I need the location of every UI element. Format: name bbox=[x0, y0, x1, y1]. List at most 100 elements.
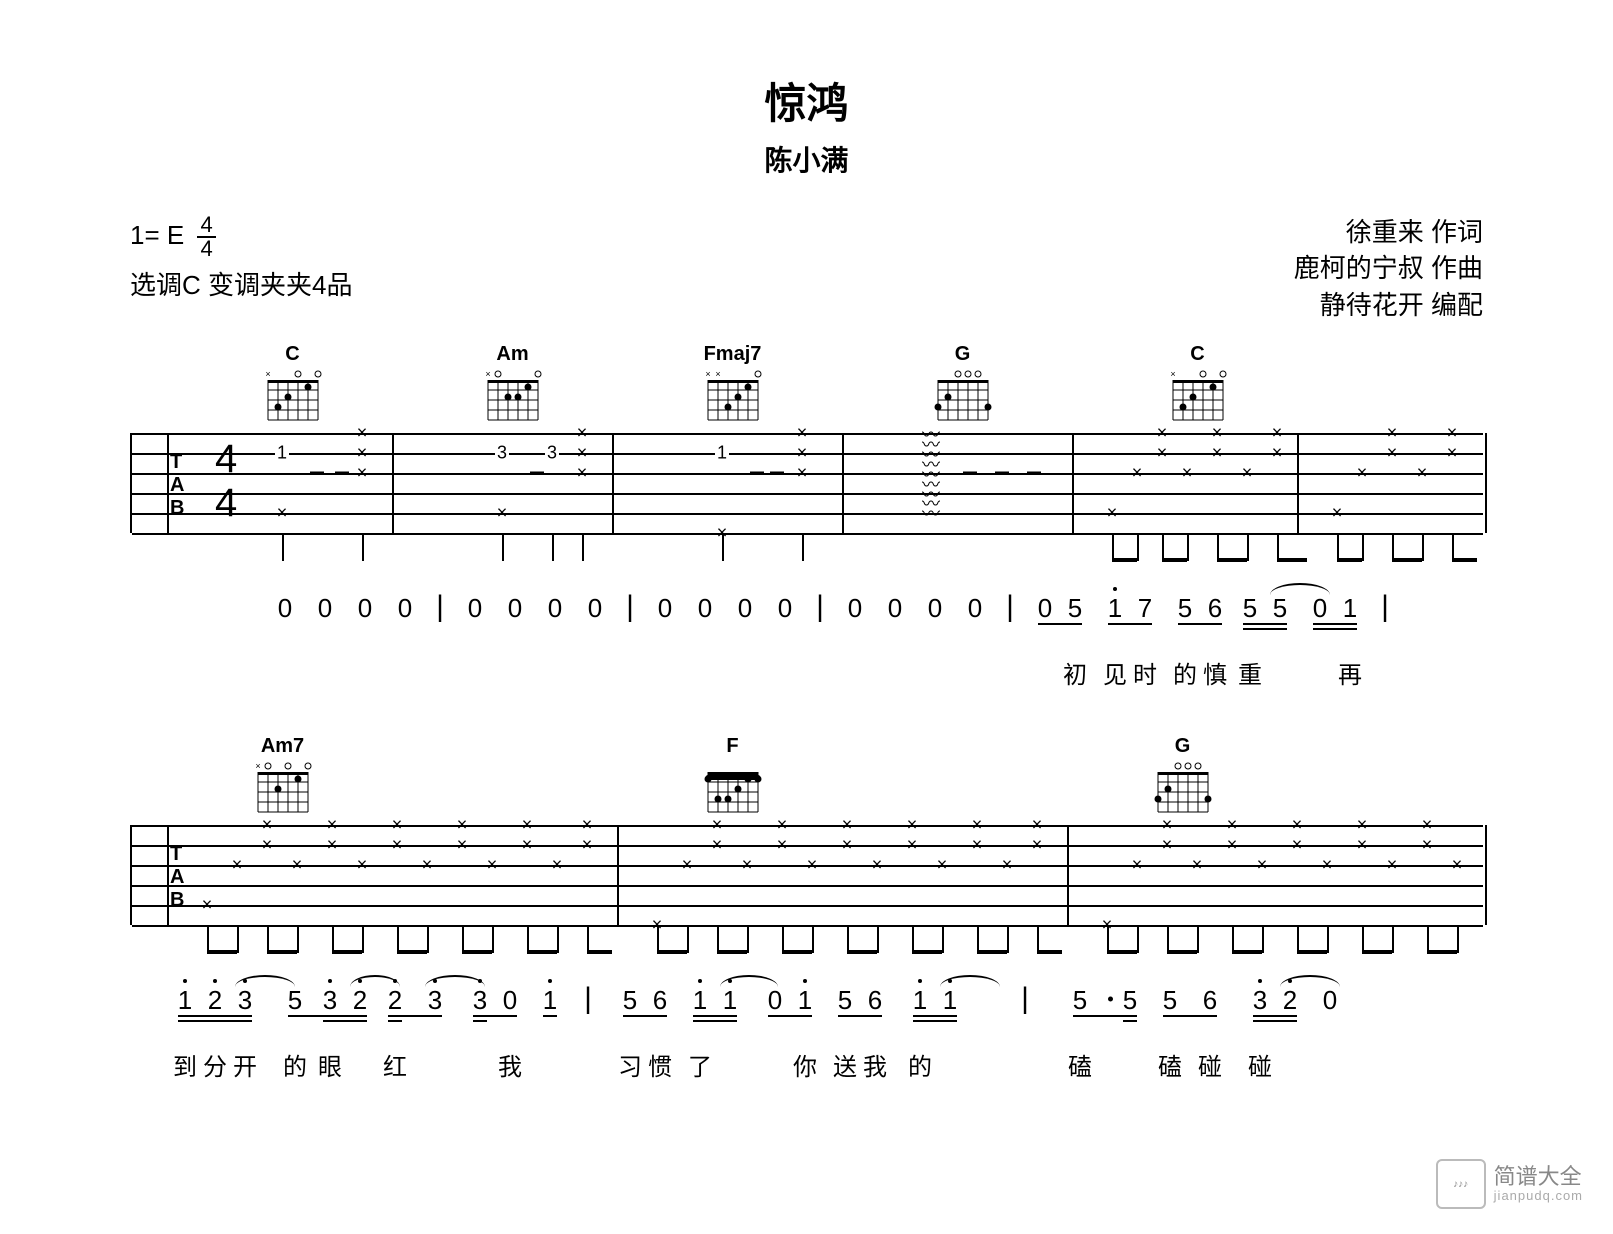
note-stem bbox=[362, 533, 364, 561]
chord-diagrams-row-1: C×Am×Fmaj7××GC× bbox=[130, 343, 1483, 433]
barline bbox=[1485, 433, 1487, 533]
rest-dash bbox=[963, 472, 977, 475]
tab-note: × bbox=[497, 503, 508, 524]
tab-note: × bbox=[712, 835, 723, 856]
jianpu-underline bbox=[473, 1015, 517, 1017]
note-stem bbox=[282, 533, 284, 561]
lyric-syllable: 分 bbox=[203, 1047, 227, 1082]
tab-note: × bbox=[682, 855, 693, 876]
tab-note: × bbox=[1272, 423, 1283, 444]
beam bbox=[207, 950, 237, 954]
tab-note: × bbox=[1357, 835, 1368, 856]
note-stem bbox=[462, 925, 464, 953]
chord-name: C bbox=[1160, 343, 1235, 366]
note-stem bbox=[657, 925, 659, 953]
jianpu-underline bbox=[838, 1015, 882, 1017]
note-stem bbox=[977, 925, 979, 953]
arpeggio-mark: 〰〰〰〰〰〰〰〰〰 bbox=[922, 431, 940, 520]
octave-dot bbox=[698, 979, 702, 983]
jianpu-underline bbox=[388, 1015, 442, 1017]
tab-note: × bbox=[357, 855, 368, 876]
tab-note: × bbox=[327, 835, 338, 856]
beam bbox=[1162, 558, 1187, 562]
octave-dot bbox=[213, 979, 217, 983]
jianpu-underline bbox=[768, 1015, 812, 1017]
tab-staff-1: TAB 4 4 1××××3××××31××××〰〰〰〰〰〰〰〰〰×××××××… bbox=[130, 433, 1483, 533]
note-stem bbox=[332, 925, 334, 953]
jianpu-underline-double bbox=[388, 1020, 402, 1022]
rest-dash bbox=[530, 472, 544, 475]
tie-slur bbox=[1280, 975, 1340, 987]
tab-note: × bbox=[457, 815, 468, 836]
note-stem bbox=[1457, 925, 1459, 953]
jianpu-barline: | bbox=[1006, 590, 1014, 624]
jianpu-note: 5 bbox=[1273, 593, 1287, 624]
lyric-syllable: 的 bbox=[908, 1047, 932, 1082]
tab-note: × bbox=[937, 855, 948, 876]
tie-slur bbox=[350, 975, 400, 987]
note-stem bbox=[1262, 925, 1264, 953]
lyrics-row-1: 初见时的慎重再 bbox=[130, 655, 1483, 695]
note-stem bbox=[552, 533, 554, 561]
tab-note: × bbox=[1447, 423, 1458, 444]
chord-name: Am7 bbox=[245, 735, 320, 758]
capo-info: 选调C 变调夹夹4品 bbox=[130, 266, 352, 305]
jianpu-note: 3 bbox=[1253, 985, 1267, 1016]
chord-diagram: G bbox=[925, 343, 1000, 428]
beam bbox=[1427, 950, 1457, 954]
lyric-syllable: 你 bbox=[793, 1047, 817, 1082]
lyric-syllable: 慎 bbox=[1203, 655, 1227, 690]
lyric-syllable: 初 bbox=[1063, 655, 1087, 690]
jianpu-underline bbox=[288, 1015, 367, 1017]
beam bbox=[1337, 558, 1362, 562]
jianpu-note: 0 bbox=[778, 593, 792, 624]
beam bbox=[1167, 950, 1197, 954]
jianpu-underline-double bbox=[1313, 628, 1357, 630]
jianpu-note: 0 bbox=[738, 593, 752, 624]
note-stem bbox=[582, 533, 584, 561]
tab-note: × bbox=[1357, 815, 1368, 836]
tab-note: × bbox=[1227, 815, 1238, 836]
beam bbox=[1452, 558, 1477, 562]
jianpu-barline: | bbox=[816, 590, 824, 624]
note-stem bbox=[687, 925, 689, 953]
tab-note: × bbox=[1257, 855, 1268, 876]
note-stem bbox=[297, 925, 299, 953]
tab-note: × bbox=[1212, 443, 1223, 464]
tab-note: × bbox=[1292, 835, 1303, 856]
lyric-syllable: 时 bbox=[1133, 655, 1157, 690]
note-stem bbox=[207, 925, 209, 953]
tab-note: × bbox=[1322, 855, 1333, 876]
jianpu-note: 6 bbox=[868, 985, 882, 1016]
tab-note: × bbox=[202, 895, 213, 916]
note-stem bbox=[847, 925, 849, 953]
jianpu-note: 7 bbox=[1138, 593, 1152, 624]
barline bbox=[1297, 433, 1299, 533]
note-stem bbox=[1137, 925, 1139, 953]
note-stem bbox=[802, 533, 804, 561]
beam bbox=[657, 950, 687, 954]
jianpu-underline-double bbox=[1123, 1020, 1137, 1022]
tab-note: 1 bbox=[715, 443, 729, 464]
beam bbox=[1112, 558, 1137, 562]
beam bbox=[912, 950, 942, 954]
arranger-credit: 静待花开 编配 bbox=[1294, 287, 1483, 323]
jianpu-note: 5 bbox=[288, 985, 302, 1016]
lyric-syllable: 的 bbox=[283, 1047, 307, 1082]
jianpu-note: 0 bbox=[508, 593, 522, 624]
note-stem bbox=[942, 925, 944, 953]
tab-note: × bbox=[742, 855, 753, 876]
note-stem bbox=[747, 925, 749, 953]
jianpu-note: 0 bbox=[548, 593, 562, 624]
lyrics-row-2: 到分开的眼红我习惯了你送我的磕磕碰碰 bbox=[130, 1047, 1483, 1087]
jianpu-note: 1 bbox=[543, 985, 557, 1016]
jianpu-note: 0 bbox=[968, 593, 982, 624]
lyric-syllable: 到 bbox=[173, 1047, 197, 1082]
tab-note: × bbox=[1182, 463, 1193, 484]
lyric-syllable: 再 bbox=[1338, 655, 1362, 690]
tab-note: × bbox=[1192, 855, 1203, 876]
barline bbox=[1485, 825, 1487, 925]
watermark-url: jianpudq.com bbox=[1494, 1189, 1583, 1203]
tie-slur bbox=[235, 975, 295, 987]
jianpu-underline-double bbox=[693, 1020, 737, 1022]
